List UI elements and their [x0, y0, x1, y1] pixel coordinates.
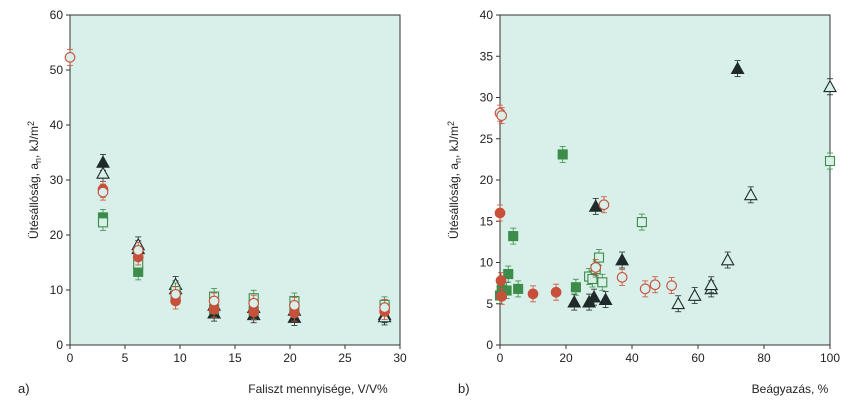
- marker-square-filled-5: [513, 283, 524, 294]
- marker-circle-filled-1: [495, 275, 507, 287]
- panel-label: b): [458, 381, 470, 396]
- marker-circle-open-1: [97, 186, 109, 198]
- y-tick-label: 10: [50, 283, 64, 297]
- y-tick-label: 40: [50, 118, 64, 132]
- marker-circle-filled-3: [527, 288, 539, 300]
- plot-area: [69, 14, 401, 346]
- series-triangle-filled: [567, 60, 745, 311]
- marker-square-filled-6: [557, 149, 568, 160]
- marker-square-open-3: [593, 252, 605, 263]
- x-tick-label: 100: [820, 351, 840, 365]
- marker-triangle-open-0: [96, 166, 110, 179]
- marker-triangle-filled-2: [587, 290, 601, 303]
- marker-triangle-open-5: [743, 187, 758, 201]
- y-axis-label: Ütésállóság, an, kJ/m2: [26, 121, 43, 239]
- x-tick-label: 20: [559, 351, 573, 365]
- panel-label: a): [18, 381, 30, 396]
- marker-circle-open-0: [64, 51, 76, 63]
- y-tick-label: 50: [50, 63, 64, 77]
- y-tick-label: 20: [480, 173, 494, 187]
- marker-square-filled-4: [508, 231, 519, 242]
- marker-triangle-filled-0: [567, 294, 582, 308]
- y-tick-label: 0: [486, 338, 493, 352]
- y-axis-label: Ütésállóság, an, kJ/m2: [446, 121, 463, 239]
- marker-triangle-open-3: [704, 277, 719, 291]
- x-axis-label: Faliszt mennyisége, V/V%: [248, 382, 388, 396]
- marker-circle-open-2: [590, 262, 602, 273]
- marker-circle-open-7: [379, 302, 390, 313]
- marker-circle-filled-2: [496, 290, 508, 302]
- panel-b: 0 5 10 15 20 25 30 35 40 0 20 40 60 80 100 Beágyazás, %…: [446, 8, 840, 396]
- y-tick-label: 30: [50, 173, 64, 187]
- x-tick-label: 80: [757, 351, 771, 365]
- y-tick-label: 30: [480, 91, 494, 105]
- y-tick-label: 0: [56, 338, 63, 352]
- y-tick-label: 20: [50, 228, 64, 242]
- marker-circle-filled-0: [494, 207, 506, 219]
- x-tick-label: 5: [122, 351, 129, 365]
- y-tick-label: 5: [486, 297, 493, 311]
- marker-circle-open-3: [170, 289, 181, 300]
- marker-triangle-filled-6: [730, 61, 745, 74]
- marker-triangle-filled-5: [615, 252, 630, 266]
- marker-circle-open-6: [289, 300, 300, 311]
- marker-triangle-open-1: [687, 288, 702, 301]
- marker-circle-open-5: [248, 297, 260, 309]
- series-circle-filled: [494, 204, 562, 305]
- x-tick-label: 20: [283, 351, 297, 365]
- marker-triangle-open-0: [671, 296, 686, 310]
- series-triangle-open: [671, 78, 837, 313]
- x-tick-label: 15: [228, 351, 242, 365]
- x-tick-label: 30: [393, 351, 407, 365]
- marker-square-open-6: [824, 155, 836, 167]
- marker-square-open-4: [597, 277, 608, 288]
- marker-circle-open-4: [616, 272, 628, 283]
- marker-circle-open-1: [496, 110, 508, 121]
- y-tick-label: 15: [480, 214, 494, 228]
- marker-triangle-open-6: [823, 79, 837, 93]
- y-tick-label: 35: [480, 49, 494, 63]
- x-tick-label: 0: [67, 351, 74, 365]
- marker-circle-filled-4: [550, 286, 562, 298]
- marker-triangle-filled-4: [588, 199, 603, 212]
- marker-circle-open-3: [598, 199, 610, 211]
- x-tick-label: 10: [173, 351, 187, 365]
- marker-triangle-filled-3: [598, 292, 613, 305]
- marker-square-open-1: [587, 273, 598, 285]
- panel-a: 0 10 20 30 40 50 60 0 5 10 15 20 25 30 Faliszt mennyis…: [18, 8, 407, 396]
- marker-circle-open-2: [132, 245, 144, 256]
- x-tick-label: 0: [497, 351, 504, 365]
- x-tick-label: 40: [625, 351, 639, 365]
- series-circle-open: [64, 48, 390, 317]
- y-tick-label: 25: [480, 132, 494, 146]
- plot-area: [499, 14, 831, 346]
- marker-square-open-0: [97, 217, 109, 228]
- marker-circle-open-7: [666, 280, 677, 291]
- series-circle-open: [494, 104, 677, 298]
- x-tick-label: 60: [691, 351, 705, 365]
- marker-circle-open-4: [208, 295, 220, 307]
- marker-square-filled-7: [570, 282, 581, 293]
- marker-square-filled-3: [503, 268, 514, 280]
- y-tick-label: 60: [50, 8, 64, 22]
- marker-circle-open-6: [649, 279, 661, 291]
- marker-triangle-open-4: [720, 252, 735, 266]
- series-square-open: [584, 152, 836, 291]
- x-tick-label: 25: [338, 351, 352, 365]
- y-tick-label: 40: [480, 8, 494, 22]
- marker-circle-open-5: [639, 283, 651, 295]
- x-axis-label: Beágyazás, %: [752, 382, 829, 396]
- marker-square-open-5: [636, 217, 647, 228]
- y-tick-label: 10: [480, 256, 494, 270]
